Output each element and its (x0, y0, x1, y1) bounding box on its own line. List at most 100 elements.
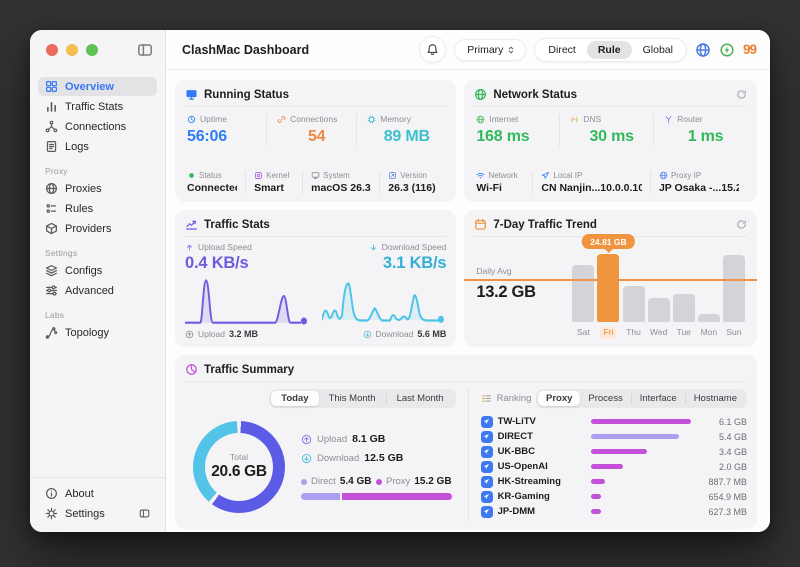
ranking-rows: TW-LiTV 6.1 GB DIRECT 5.4 GB UK-BBC 3.4 GB US-… (480, 414, 747, 521)
trend-chart: Daily Avg 13.2 GB Sat 24.81 GB Fri Thu Wed Tu… (464, 234, 757, 339)
proxy-node-icon (480, 460, 493, 473)
ranking-tab-hostname[interactable]: Hostname (693, 393, 737, 404)
period-tab-this-month[interactable]: This Month (328, 393, 376, 404)
sidebar-item-proxies[interactable]: Proxies (38, 179, 157, 198)
bar[interactable] (697, 314, 720, 322)
ranking-name: JP-DMM (480, 505, 591, 518)
detail-label: Network (476, 171, 524, 180)
trend-day-label: Fri (600, 327, 617, 339)
bar[interactable] (572, 265, 595, 322)
bar[interactable] (647, 298, 670, 322)
ruleslist-icon (45, 202, 58, 215)
detail-proxy-ip: Proxy IP JP Osaka -...15.200.100 (649, 171, 747, 194)
globe-icon (476, 115, 485, 124)
ranking-tab-interface[interactable]: Interface (639, 393, 677, 404)
notifications-button[interactable] (419, 36, 447, 63)
network-status-details: Network Wi-Fi Local IP CN Nanjin...10.0.0.1… (474, 167, 747, 194)
mode-tab-global[interactable]: Global (642, 43, 673, 56)
settings-panel-icon (139, 508, 150, 519)
boost-bolt-icon[interactable] (719, 42, 735, 58)
running-status-card: Running Status Uptime 56:06 Connections 54 M… (175, 80, 457, 202)
summary-left-panel: Today This Month Last Month Total 20.6 GB (185, 387, 468, 521)
sidebar-item-label: Settings (65, 507, 105, 520)
bar[interactable]: 24.81 GB (582, 234, 635, 322)
sidebar-item-topology[interactable]: Topology (38, 323, 157, 342)
ranking-row-direct[interactable]: DIRECT 5.4 GB (480, 429, 747, 444)
close-button[interactable] (46, 44, 58, 56)
ranking-bar (590, 449, 647, 454)
arrow-down-icon (369, 243, 378, 252)
sidebar-item-logs[interactable]: Logs (38, 137, 157, 156)
sidebar-item-about[interactable]: About (38, 484, 157, 503)
bar[interactable] (672, 294, 695, 322)
arrow-up-icon (185, 243, 194, 252)
sidebar-toggle-icon[interactable] (137, 42, 153, 58)
globe-icon (659, 171, 668, 180)
period-tab-last-month[interactable]: Last Month (396, 393, 444, 404)
monitor-icon (185, 88, 198, 101)
sidebar-item-advanced[interactable]: Advanced (38, 281, 157, 300)
ranking-row-jp-dmm[interactable]: JP-DMM 627.3 MB (480, 504, 747, 519)
ranking-bar-track (590, 419, 691, 424)
mode-segmented-control: Direct Rule Global (534, 37, 687, 62)
minimize-button[interactable] (66, 44, 78, 56)
sidebar-titlebar (30, 30, 165, 70)
ranking-row-uk-bbc[interactable]: UK-BBC 3.4 GB (480, 444, 747, 459)
mode-tab-direct[interactable]: Direct (548, 43, 576, 56)
ranking-row-hk-streaming[interactable]: HK-Streaming 887.7 MB (480, 474, 747, 489)
metric-value: 56:06 (187, 128, 227, 145)
sidebar-item-overview[interactable]: Overview (38, 77, 157, 96)
metric-label: Connections (277, 114, 356, 124)
refresh-icon (736, 219, 747, 230)
proxy-node-icon (480, 490, 493, 503)
bar[interactable] (722, 255, 745, 322)
refresh-icon[interactable] (736, 219, 747, 230)
metric-value: 30 ms (589, 128, 634, 145)
zoom-button[interactable] (86, 44, 98, 56)
sidebar-item-providers[interactable]: Providers (38, 219, 157, 238)
sidebar-item-rules[interactable]: Rules (38, 199, 157, 218)
ranking-row-tw-litv[interactable]: TW-LiTV 6.1 GB (480, 414, 747, 429)
ranking-tab-process[interactable]: Process (588, 393, 623, 404)
ranking-row-us-openai[interactable]: US-OpenAI 2.0 GB (480, 459, 747, 474)
globe-icon (45, 182, 58, 195)
split-segment-proxy (341, 493, 452, 500)
period-tab-today[interactable]: Today (271, 391, 319, 406)
sidebar-item-label: Configs (65, 264, 103, 277)
traffic-summary-body: Today This Month Last Month Total 20.6 GB (185, 387, 747, 521)
ranking-bar-track (590, 494, 691, 499)
metric-memory: Memory 89 MB (356, 114, 446, 146)
ranking-bar-track (590, 509, 691, 514)
sidebar-item-connections[interactable]: Connections (38, 117, 157, 136)
profile-selector[interactable]: Primary (454, 38, 527, 61)
metric-label: Memory (367, 114, 446, 124)
mode-tab-rule[interactable]: Rule (586, 40, 632, 59)
monitor-icon (311, 171, 320, 180)
proxy-node-icon (480, 475, 493, 488)
ranking-bar-track (590, 449, 691, 454)
pie-icon (185, 363, 198, 376)
running-status-title: Running Status (204, 88, 289, 101)
dot-icon (187, 171, 196, 180)
sidebar-section-label: Proxy (45, 166, 68, 176)
sidebar-item-settings[interactable]: Settings (38, 504, 157, 523)
sidebar-item-traffic-stats[interactable]: Traffic Stats (38, 97, 157, 116)
refresh-icon[interactable] (736, 89, 747, 100)
ranking-row-kr-gaming[interactable]: KR-Gaming 654.9 MB (480, 489, 747, 504)
sidebar-toggle-icon (137, 42, 153, 58)
network-globe-icon[interactable] (695, 42, 711, 58)
upload-speed-panel: Upload Speed 0.4 KB/s (185, 242, 310, 339)
traffic-donut-chart: Total 20.6 GB (193, 420, 285, 513)
ranking-value: 654.9 MB (708, 491, 747, 502)
trend-bar-wed: Wed (647, 298, 670, 339)
chevron-up-down-icon (506, 45, 516, 55)
ranking-bar-track (590, 464, 691, 469)
sidebar-item-configs[interactable]: Configs (38, 261, 157, 280)
ranking-tab-proxy[interactable]: Proxy (537, 391, 581, 406)
main-area: ClashMac Dashboard Primary Direct Rule Glo… (166, 30, 770, 532)
sidebar-item-label: Rules (65, 202, 94, 215)
app-logo: 99 (742, 42, 757, 57)
ranking-value: 3.4 GB (718, 446, 747, 457)
bar[interactable] (622, 286, 645, 322)
download-circle-icon (301, 453, 312, 464)
